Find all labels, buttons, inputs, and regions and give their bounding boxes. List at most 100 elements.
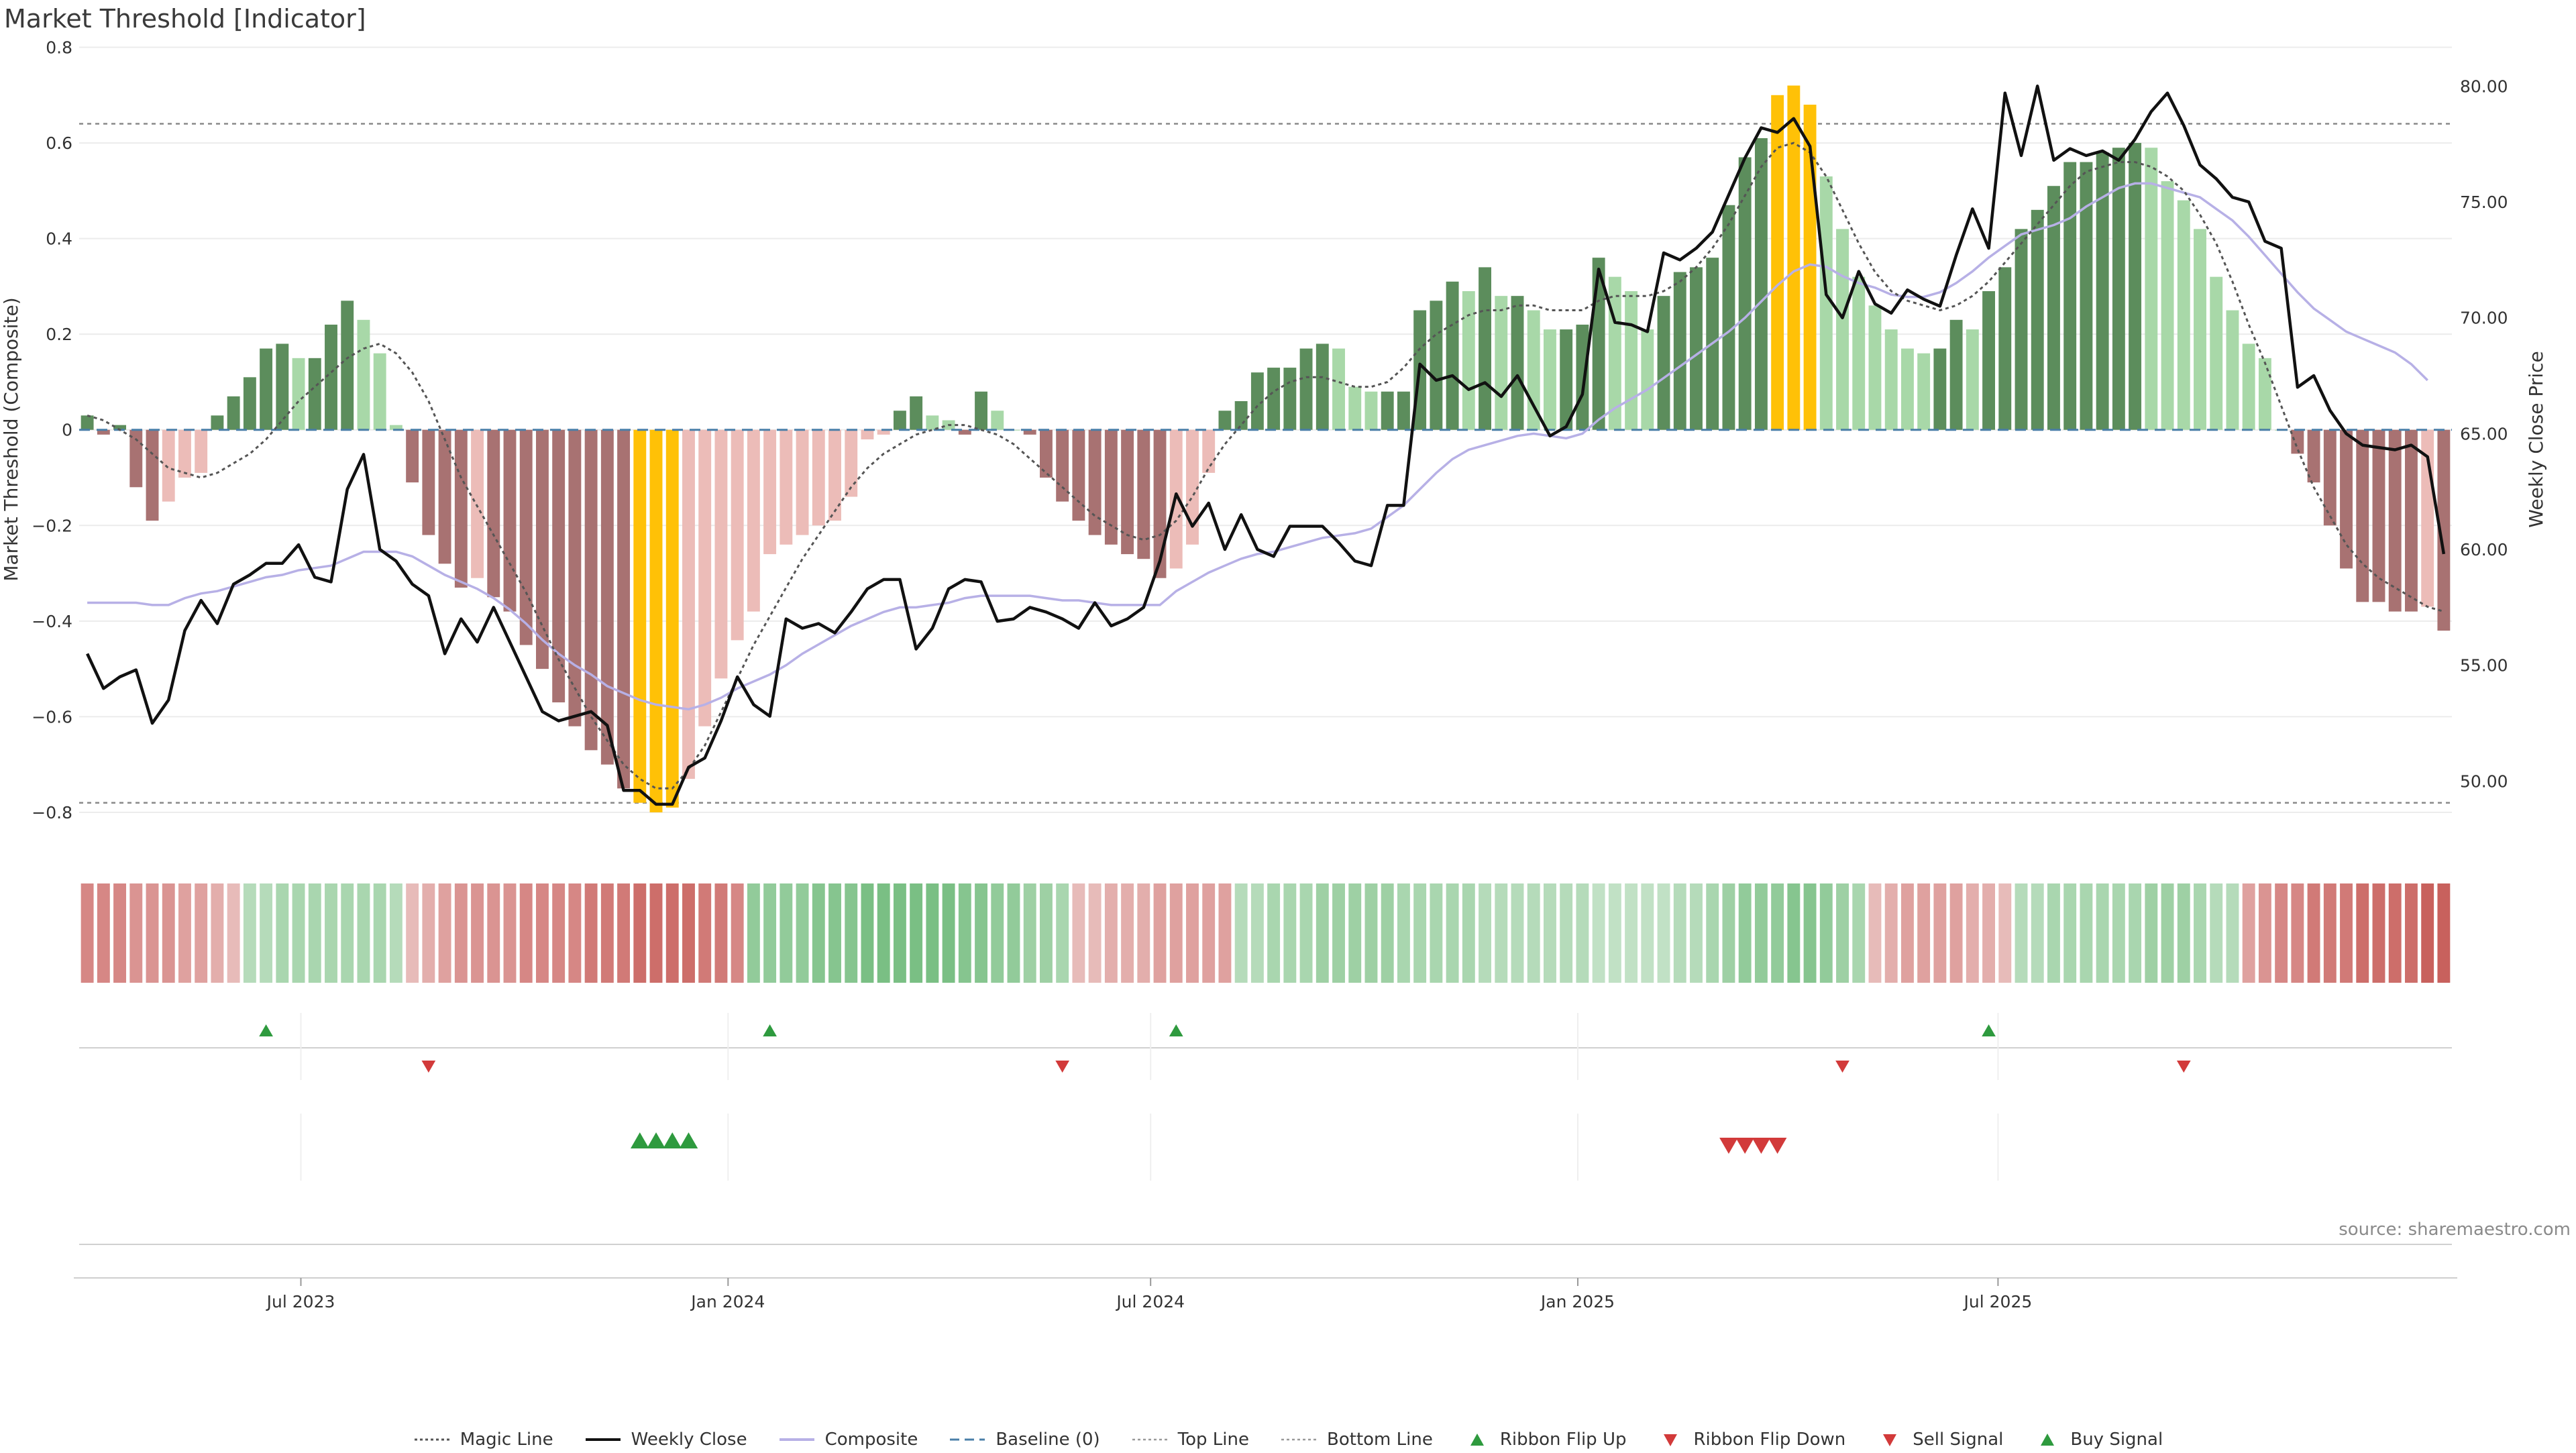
ribbon-cell xyxy=(1511,883,1524,983)
ribbon-cell xyxy=(406,883,419,983)
ribbon-cell xyxy=(1592,883,1605,983)
ribbon-cell xyxy=(991,883,1004,983)
ribbon-cell xyxy=(1413,883,1427,983)
ribbon-flip-down-marker xyxy=(1835,1061,1849,1073)
ribbon-cell xyxy=(2161,883,2174,983)
legend-label: Composite xyxy=(824,1430,918,1450)
ribbon-cell xyxy=(665,883,679,983)
threshold-bar xyxy=(1966,329,1979,430)
ribbon-cell xyxy=(1299,883,1313,983)
threshold-bar xyxy=(763,429,777,555)
threshold-bar xyxy=(2258,358,2271,430)
ribbon-flip-down-marker xyxy=(2176,1061,2191,1073)
threshold-bar xyxy=(1137,429,1150,559)
threshold-bar xyxy=(1771,95,1784,430)
ribbon-cell xyxy=(828,883,841,983)
ribbon-cell xyxy=(1137,883,1150,983)
ribbon-cell xyxy=(1803,883,1817,983)
legend-label: Bottom Line xyxy=(1327,1430,1433,1450)
ribbon-cell xyxy=(812,883,825,983)
threshold-bar xyxy=(2031,209,2044,430)
ribbon-cell xyxy=(1836,883,1849,983)
ribbon-cell xyxy=(308,883,321,983)
buy-signal-marker xyxy=(663,1132,682,1148)
ribbon-cell xyxy=(1153,883,1167,983)
threshold-bar xyxy=(1250,372,1264,430)
ribbon-cell xyxy=(389,883,402,983)
y-tick-label-left: 0 xyxy=(62,421,72,440)
ribbon-cell xyxy=(2421,883,2434,983)
ribbon-cell xyxy=(1917,883,1931,983)
y-tick-label-right: 75.00 xyxy=(2460,193,2508,212)
threshold-bar xyxy=(584,429,598,751)
threshold-bar xyxy=(162,429,175,502)
threshold-bar xyxy=(861,429,874,439)
threshold-bar xyxy=(1316,343,1329,430)
ribbon-cell xyxy=(276,883,289,983)
ribbon-cell xyxy=(227,883,240,983)
y-tick-label-left: −0.2 xyxy=(32,516,72,535)
ribbon-cell xyxy=(1040,883,1053,983)
threshold-bar xyxy=(1056,429,1069,502)
threshold-bar xyxy=(2129,143,2142,430)
ribbon-flip-up-marker xyxy=(763,1024,777,1036)
threshold-bar xyxy=(1625,291,1638,430)
threshold-bar xyxy=(2015,229,2028,430)
threshold-bar xyxy=(2177,200,2190,430)
threshold-bar xyxy=(1121,429,1134,555)
y-tick-label-left: 0.6 xyxy=(46,133,72,153)
ribbon-cell xyxy=(1495,883,1508,983)
ribbon-cell xyxy=(731,883,744,983)
threshold-bar xyxy=(1153,429,1167,578)
threshold-bar xyxy=(1673,272,1686,430)
y-tick-label-left: 0.4 xyxy=(46,229,72,249)
buy-signal-marker xyxy=(647,1132,665,1148)
ribbon-cell xyxy=(1283,883,1297,983)
threshold-bar xyxy=(2210,276,2223,430)
threshold-bar xyxy=(1560,329,1573,430)
ribbon-cell xyxy=(1381,883,1394,983)
threshold-bar xyxy=(1722,205,1735,430)
ribbon-cell xyxy=(146,883,159,983)
threshold-bar xyxy=(731,429,744,641)
buy-signal-marker xyxy=(630,1132,649,1148)
ribbon-cell xyxy=(1787,883,1801,983)
ribbon-cell xyxy=(2015,883,2028,983)
ribbon-cell xyxy=(1348,883,1362,983)
ribbon-cell xyxy=(1982,883,1996,983)
ribbon-cell xyxy=(1852,883,1866,983)
threshold-bar xyxy=(568,429,582,726)
threshold-bar xyxy=(1234,400,1248,430)
threshold-bar xyxy=(2437,429,2451,631)
ribbon-cell xyxy=(471,883,484,983)
threshold-bar xyxy=(796,429,809,535)
ribbon-flip-down-marker xyxy=(1055,1061,1070,1073)
threshold-bar xyxy=(845,429,858,497)
threshold-bar xyxy=(1446,281,1459,430)
threshold-bar xyxy=(454,429,468,588)
threshold-bar xyxy=(373,353,386,430)
ribbon-cell xyxy=(1202,883,1216,983)
legend-label: Magic Line xyxy=(460,1430,553,1450)
ribbon-cell xyxy=(2437,883,2451,983)
ribbon-cell xyxy=(682,883,695,983)
y-tick-label-right: 65.00 xyxy=(2460,424,2508,443)
ribbon-cell xyxy=(763,883,777,983)
ribbon-cell xyxy=(2031,883,2044,983)
threshold-bar xyxy=(1511,296,1524,430)
threshold-bar xyxy=(1998,267,2012,430)
ribbon-cell xyxy=(1007,883,1020,983)
threshold-bar xyxy=(97,429,110,435)
threshold-bar xyxy=(211,415,224,430)
ribbon-cell xyxy=(1544,883,1556,983)
threshold-bar xyxy=(552,429,566,703)
ribbon-cell xyxy=(617,883,631,983)
legend-item: Composite xyxy=(778,1430,918,1450)
threshold-bar xyxy=(2323,429,2337,526)
source-credit: source: sharemaestro.com xyxy=(2339,1220,2571,1240)
legend-item: Bottom Line xyxy=(1280,1430,1433,1450)
sell-signal-marker xyxy=(1752,1138,1771,1154)
ribbon-cell xyxy=(926,883,939,983)
threshold-bar xyxy=(910,396,923,430)
